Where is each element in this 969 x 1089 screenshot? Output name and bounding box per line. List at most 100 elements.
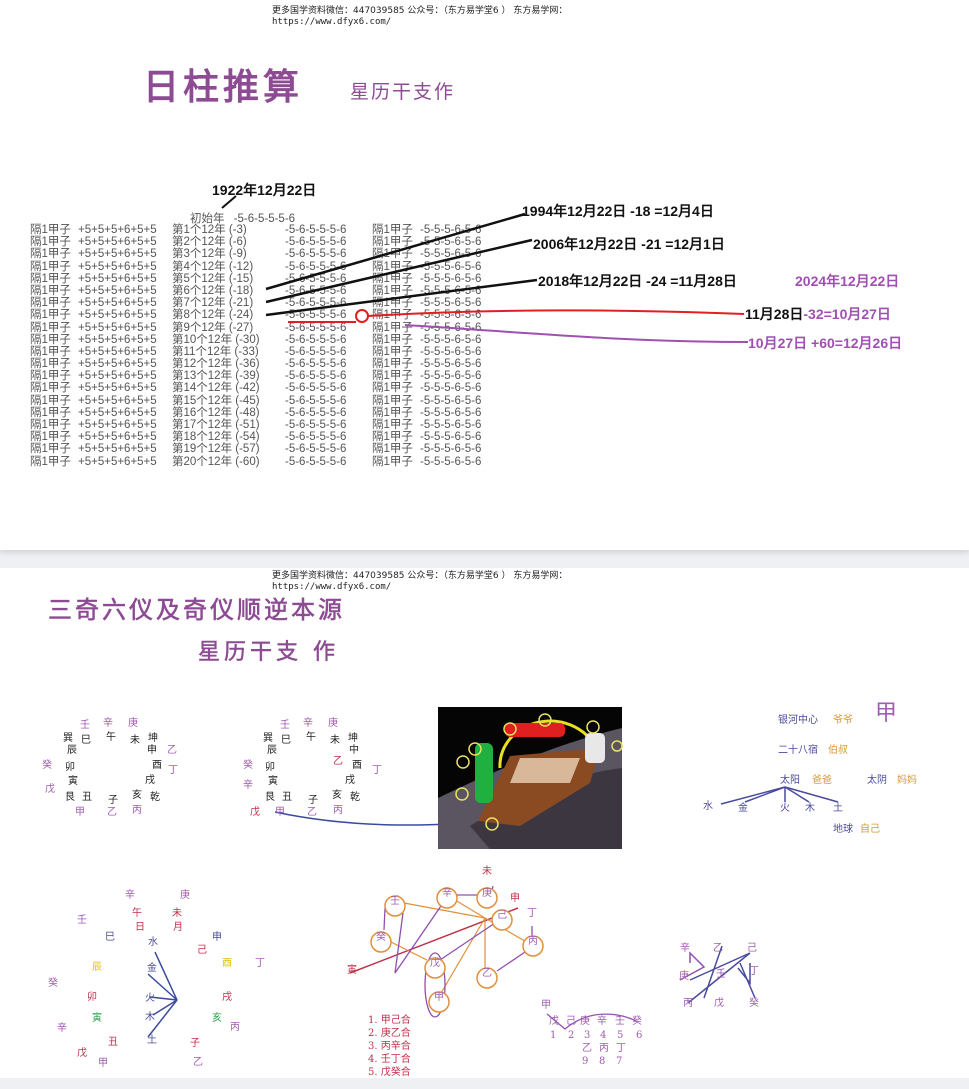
cell-d: -5-6-5-5-5-6 [285,382,347,395]
wheel1-label: 申 [147,745,157,756]
page-title-2: 三奇六仪及奇仪顺逆本源 [48,596,345,625]
watermark-header: 更多国学资料微信：447039585 公众号：（东方易学堂6 ） 东方易学网： … [272,6,567,28]
wheel3-label: 酉 [222,958,232,969]
sequence-label: 甲 [541,1000,551,1011]
combo-list-label: 2. 庚乙合 [368,1028,411,1039]
wheel1-label: 丑 [82,792,92,803]
cell-f: -5-5-5-6-5-6 [420,455,482,468]
cell-b: +5+5+5+6+5+5 [78,297,157,310]
cell-e: 隔1甲子 [372,370,413,383]
cell-e: 隔1甲子 [372,321,413,334]
wheel1-label: 癸 [42,760,52,771]
annotation-2018: 2018年12月22日 -24 =11月28日 [538,273,737,289]
wheel3-label: 甲 [98,1058,108,1069]
cell-b: +5+5+5+6+5+5 [78,419,157,431]
sequence-label: 7 [616,1056,623,1067]
cell-d: -5-6-5-5-5-6 [285,443,347,456]
combo-circles-label: 己 [497,910,507,921]
cell-d: -5-6-5-5-5-6 [285,224,347,236]
wheel3-label: 癸 [48,978,58,989]
sequence-label: 8 [599,1056,606,1067]
cell-c: 第17个12年 (-51) [172,419,260,431]
line-1994 [265,212,526,291]
sequence-label: 丁 [616,1043,626,1054]
author: 星历干支作 [350,81,456,103]
wheel3-label: 辛 [57,1023,67,1034]
wheel1-label: 甲 [75,807,85,818]
cell-d: -5-6-5-5-5-6 [285,248,347,261]
cell-b: +5+5+5+6+5+5 [78,333,157,346]
wheel3-label: 子 [190,1038,200,1049]
wheel3-label: 火 [145,993,155,1004]
cell-e: 隔1甲子 [372,345,413,358]
wheel1-label: 辛 [103,718,113,729]
wheel3-label: 己 [197,945,207,956]
wheel3-label: 木 [145,1012,155,1023]
cell-c: 第9个12年 (-27) [172,321,254,334]
tree-lines [720,786,839,805]
tree-label: 水 [703,801,713,812]
tree-label: 爷爷 [833,715,853,726]
wheel2-label: 丁 [372,765,382,776]
tree-label: 爸爸 [812,775,832,786]
start-row: 初始年 -5-6-5-5-5-6 [190,210,295,226]
cell-c: 第3个12年 (-9) [172,248,247,261]
cell-e: 隔1甲子 [372,455,413,468]
wheel3-label: 乙 [193,1057,203,1068]
tree-label: 妈妈 [897,775,917,786]
cell-d: -5-6-5-5-5-6 [285,321,347,334]
wheel2-label: 乾 [350,792,360,803]
wheel2-label: 丙 [333,805,343,816]
cell-e: 隔1甲子 [372,406,413,419]
sequence-label: 己 [566,1016,576,1027]
cell-a: 隔1甲子 [30,443,71,456]
wheel3-label: 土 [147,1035,157,1046]
wheel1-label: 戊 [45,784,55,795]
header-url: https://www.dfyx6.com/ [272,582,392,592]
annotation-2024: 2024年12月22日 [795,273,900,289]
page-1: 更多国学资料微信：447039585 公众号：（东方易学堂6 ） 东方易学网： … [0,0,969,550]
wheel3-label: 午 [132,908,142,919]
wheel1-label: 乾 [150,792,160,803]
tree-label: 地球 [833,824,853,835]
cell-a: 隔1甲子 [30,309,71,322]
zigzag-label: 己 [747,943,757,954]
tree-label: 太阳 [780,775,800,786]
cell-f: -5-5-5-6-5-6 [420,443,482,456]
cell-f: -5-5-5-6-5-6 [420,333,482,346]
combo-labels-label: 申 [510,893,520,904]
diagram-lines [147,707,839,1038]
combo-list-label: 5. 戊癸合 [368,1067,411,1078]
wheel3-label: 戊 [77,1048,87,1059]
sequence-label: 5 [617,1030,624,1041]
header-contact: 更多国学资料微信：447039585 公众号：（东方易学堂6 ） 东方易学网： [272,571,568,581]
sequence-label: 庚 [580,1016,590,1027]
wheel3-label: 未 [172,908,182,919]
wheel2-label: 庚 [328,718,338,729]
cell-a: 隔1甲子 [30,419,71,431]
cell-a: 隔1甲子 [30,224,71,236]
cell-a: 隔1甲子 [30,333,71,346]
zigzag-label: 乙 [713,943,723,954]
cell-e: 隔1甲子 [372,382,413,395]
cell-c: 第13个12年 (-39) [172,370,260,383]
cell-c: 第7个12年 (-21) [172,297,254,310]
wheel1-label: 坤 [148,733,158,744]
cell-d: -5-6-5-5-5-6 [285,236,347,249]
cell-f: -5-5-5-6-5-6 [420,382,482,395]
combo-list-label: 4. 壬丁合 [368,1054,411,1065]
wheel1-label: 巳 [81,735,91,746]
cell-b: +5+5+5+6+5+5 [78,382,157,395]
sequence-label: 辛 [597,1016,607,1027]
cell-a: 隔1甲子 [30,248,71,261]
wheel2-label: 甲 [275,807,285,818]
tree-label: 自己 [860,824,880,835]
combo-labels-label: 丁 [527,908,537,919]
wheel1-label: 戌 [145,775,155,786]
cell-d: -5-6-5-5-5-6 [285,419,347,431]
cell-e: 隔1甲子 [372,443,413,456]
cell-b: +5+5+5+6+5+5 [78,236,157,249]
line-2018 [265,278,538,317]
cell-a: 隔1甲子 [30,236,71,249]
cell-a: 隔1甲子 [30,455,71,468]
